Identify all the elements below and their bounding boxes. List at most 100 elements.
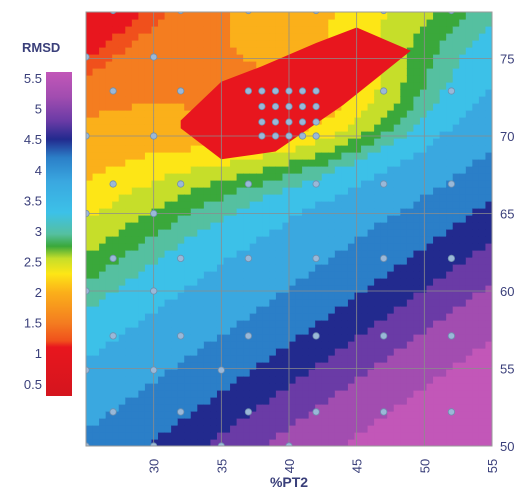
- contour-cell: [341, 376, 348, 384]
- contour-cell: [132, 89, 139, 97]
- contour-cell: [86, 117, 93, 125]
- contour-cell: [394, 418, 401, 426]
- contour-cell: [191, 390, 198, 398]
- contour-cell: [158, 439, 165, 447]
- contour-cell: [335, 159, 342, 167]
- contour-cell: [479, 271, 486, 279]
- contour-cell: [296, 376, 303, 384]
- contour-cell: [132, 68, 139, 76]
- contour-cell: [250, 166, 257, 174]
- contour-cell: [93, 299, 100, 307]
- contour-cell: [282, 40, 289, 48]
- contour-cell: [269, 180, 276, 188]
- contour-cell: [466, 229, 473, 237]
- contour-cell: [93, 313, 100, 321]
- contour-cell: [86, 229, 93, 237]
- contour-cell: [472, 19, 479, 27]
- contour-cell: [387, 404, 394, 412]
- contour-cell: [296, 404, 303, 412]
- contour-cell: [479, 369, 486, 377]
- contour-cell: [440, 222, 447, 230]
- contour-cell: [413, 159, 420, 167]
- sample-point: [259, 88, 265, 94]
- contour-cell: [309, 306, 316, 314]
- contour-cell: [99, 187, 106, 195]
- contour-cell: [125, 54, 132, 62]
- contour-cell: [289, 201, 296, 209]
- contour-cell: [263, 285, 270, 293]
- contour-cell: [151, 425, 158, 433]
- contour-cell: [368, 96, 375, 104]
- contour-cell: [93, 19, 100, 27]
- contour-cell: [407, 355, 414, 363]
- contour-cell: [197, 159, 204, 167]
- contour-cell: [125, 278, 132, 286]
- contour-cell: [276, 222, 283, 230]
- contour-cell: [368, 180, 375, 188]
- contour-cell: [250, 320, 257, 328]
- contour-cell: [99, 19, 106, 27]
- contour-cell: [400, 390, 407, 398]
- contour-cell: [472, 166, 479, 174]
- contour-cell: [394, 285, 401, 293]
- contour-cell: [446, 173, 453, 181]
- contour-cell: [269, 47, 276, 55]
- contour-cell: [348, 264, 355, 272]
- contour-cell: [413, 418, 420, 426]
- contour-cell: [237, 439, 244, 447]
- contour-cell: [184, 243, 191, 251]
- contour-cell: [387, 180, 394, 188]
- contour-cell: [217, 306, 224, 314]
- contour-cell: [394, 376, 401, 384]
- contour-cell: [145, 201, 152, 209]
- contour-cell: [106, 117, 113, 125]
- contour-cell: [289, 180, 296, 188]
- contour-cell: [178, 145, 185, 153]
- contour-cell: [191, 264, 198, 272]
- contour-cell: [125, 243, 132, 251]
- contour-cell: [93, 306, 100, 314]
- contour-cell: [440, 383, 447, 391]
- contour-cell: [132, 201, 139, 209]
- contour-cell: [178, 292, 185, 300]
- contour-cell: [309, 425, 316, 433]
- contour-cell: [466, 320, 473, 328]
- contour-cell: [256, 187, 263, 195]
- contour-cell: [204, 187, 211, 195]
- contour-cell: [197, 82, 204, 90]
- contour-cell: [394, 278, 401, 286]
- contour-cell: [446, 145, 453, 153]
- contour-cell: [394, 117, 401, 125]
- contour-cell: [446, 376, 453, 384]
- contour-cell: [112, 355, 119, 363]
- contour-cell: [296, 40, 303, 48]
- contour-cell: [119, 285, 126, 293]
- contour-cell: [479, 313, 486, 321]
- contour-cell: [479, 208, 486, 216]
- contour-cell: [361, 390, 368, 398]
- contour-cell: [459, 250, 466, 258]
- contour-cell: [322, 131, 329, 139]
- contour-cell: [125, 397, 132, 405]
- contour-cell: [86, 404, 93, 412]
- contour-cell: [479, 68, 486, 76]
- contour-cell: [119, 355, 126, 363]
- contour-cell: [86, 299, 93, 307]
- contour-cell: [276, 299, 283, 307]
- contour-cell: [348, 397, 355, 405]
- contour-cell: [106, 397, 113, 405]
- contour-cell: [191, 208, 198, 216]
- contour-cell: [106, 110, 113, 118]
- contour-cell: [407, 334, 414, 342]
- contour-cell: [197, 278, 204, 286]
- contour-cell: [250, 376, 257, 384]
- contour-cell: [322, 292, 329, 300]
- contour-cell: [328, 145, 335, 153]
- contour-cell: [151, 327, 158, 335]
- contour-cell: [296, 390, 303, 398]
- contour-cell: [224, 68, 231, 76]
- contour-cell: [302, 222, 309, 230]
- contour-cell: [348, 376, 355, 384]
- contour-cell: [466, 264, 473, 272]
- contour-cell: [394, 222, 401, 230]
